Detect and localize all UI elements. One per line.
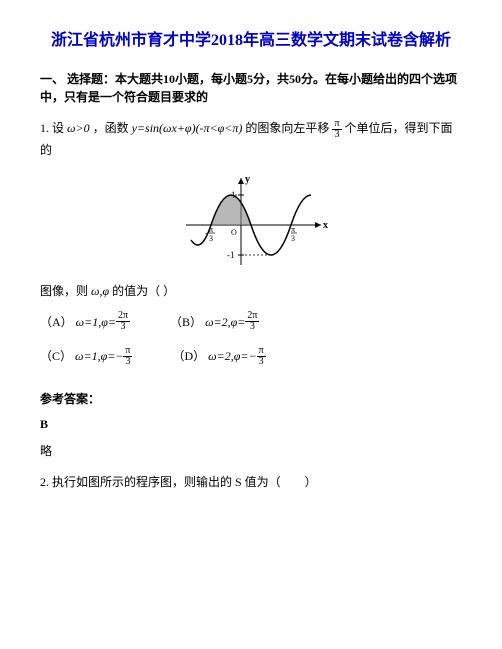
section-header: 一、 选择题：本大题共10小题，每小题5分，共50分。在每小题给出的四个选项中，… (40, 70, 462, 106)
svg-text:O: O (231, 228, 237, 237)
option-a-frac: 2π 3 (116, 311, 130, 332)
option-a: （A） ω=1,φ= 2π 3 (40, 309, 130, 335)
answer-note: 略 (40, 442, 462, 459)
option-b-label: （B） (170, 309, 202, 335)
option-a-text: ω=1,φ= (76, 309, 116, 335)
q1-vars: ω,φ (91, 284, 109, 298)
q1-continued-text: 图像，则 (40, 284, 88, 298)
option-a-label: （A） (40, 309, 73, 335)
option-row-1: （A） ω=1,φ= 2π 3 （B） ω=2,φ= 2π 3 (40, 309, 462, 335)
svg-text:3: 3 (291, 234, 295, 243)
svg-text:3: 3 (209, 234, 213, 243)
answer: B (40, 417, 462, 432)
option-d-label: （D） (172, 343, 205, 369)
option-d-frac: π 3 (257, 346, 266, 367)
option-d: （D） ω=2,φ=− π 3 (172, 343, 265, 369)
option-row-2: （C） ω=1,φ=− π 3 （D） ω=2,φ=− π 3 (40, 343, 462, 369)
q1-cond: ω>0 (67, 121, 90, 135)
q1-continued: 图像，则 ω,φ 的值为（ ） (40, 282, 462, 299)
option-b-text: ω=2,φ= (205, 309, 245, 335)
answer-label: 参考答案： (40, 390, 462, 407)
page-title: 浙江省杭州市育才中学2018年高三数学文期末试卷含解析 (40, 30, 462, 52)
q1-prefix: 1. 设 (40, 121, 64, 135)
options: （A） ω=1,φ= 2π 3 （B） ω=2,φ= 2π 3 （C） ω=1,… (40, 309, 462, 370)
sine-graph: x y 1 -1 - π 3 O π 3 (40, 170, 462, 274)
option-b-frac: 2π 3 (245, 311, 259, 332)
svg-text:y: y (245, 174, 250, 185)
option-b: （B） ω=2,φ= 2π 3 (170, 309, 259, 335)
option-c: （C） ω=1,φ=− π 3 (40, 343, 132, 369)
q1-func: y=sin(ωx+φ)(-π<φ<π) (132, 121, 243, 135)
q1-mid1: ，函数 (93, 121, 129, 135)
q1-shift: π3 (332, 119, 341, 140)
option-d-text: ω=2,φ=− (208, 343, 256, 369)
option-c-frac: π 3 (123, 346, 132, 367)
option-c-text: ω=1,φ=− (75, 343, 123, 369)
question-1: 1. 设 ω>0 ，函数 y=sin(ωx+φ)(-π<φ<π) 的图象向左平移… (40, 118, 462, 161)
svg-text:π: π (291, 225, 295, 234)
svg-text:x: x (323, 220, 328, 231)
svg-text:-1: -1 (227, 250, 235, 260)
q1-mid2: 的图象向左平移 (245, 121, 329, 135)
q1-tail: 的值为（ ） (112, 284, 175, 298)
option-c-label: （C） (40, 343, 72, 369)
question-2: 2. 执行如图所示的程序图，则输出的 S 值为（ ） (40, 473, 462, 490)
